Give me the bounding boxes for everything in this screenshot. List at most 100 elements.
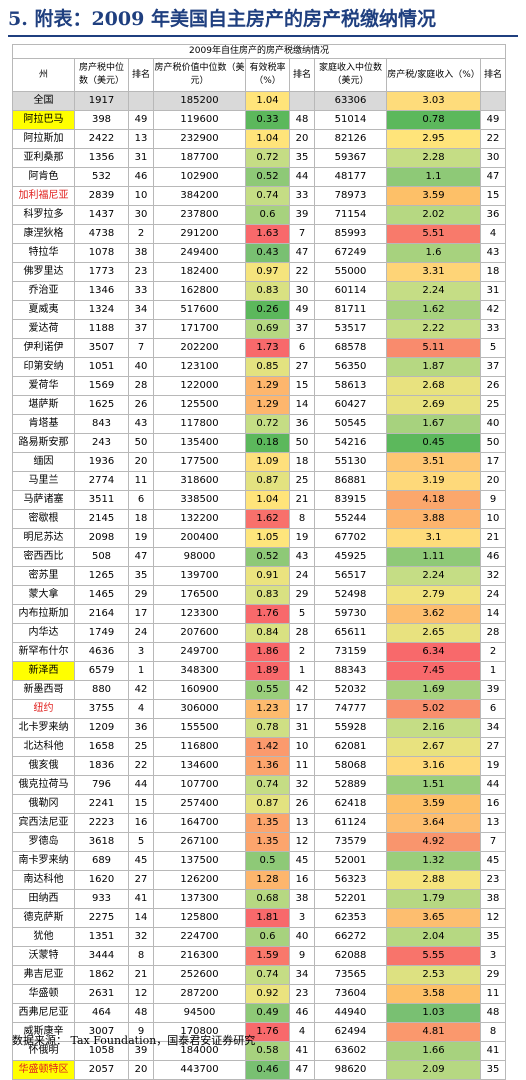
heading-rule bbox=[8, 35, 518, 37]
table-row: 康涅狄格 4738 2 291200 1.63 7 85993 5.51 4 bbox=[12, 224, 506, 244]
rank-ratio: 7 bbox=[480, 832, 506, 852]
state-name: 阿拉巴马 bbox=[12, 110, 75, 130]
rank-tax: 5 bbox=[128, 832, 154, 852]
median-income: 53517 bbox=[314, 319, 387, 339]
rank-ratio: 32 bbox=[480, 566, 506, 586]
header-tax-income-ratio: 房产税/家庭收入（%） bbox=[386, 58, 481, 92]
median-tax: 1356 bbox=[74, 148, 129, 168]
median-income: 59367 bbox=[314, 148, 387, 168]
median-income: 62081 bbox=[314, 737, 387, 757]
state-name: 马里兰 bbox=[12, 471, 75, 491]
tax-income-ratio: 1.51 bbox=[386, 775, 481, 795]
rank-tax: 12 bbox=[128, 984, 154, 1004]
state-name: 特拉华 bbox=[12, 243, 75, 263]
median-value: 122000 bbox=[153, 376, 246, 396]
table-row: 威斯康辛 3007 9 170800 1.76 4 62494 4.81 8 bbox=[12, 1022, 506, 1042]
state-name: 阿拉斯加 bbox=[12, 129, 75, 149]
median-tax: 1936 bbox=[74, 452, 129, 472]
median-tax: 6579 bbox=[74, 661, 129, 681]
median-tax: 2631 bbox=[74, 984, 129, 1004]
rank-ratio: 6 bbox=[480, 699, 506, 719]
state-name: 南卡罗来纳 bbox=[12, 851, 75, 871]
rank-tax: 48 bbox=[128, 1003, 154, 1023]
tax-income-ratio: 2.67 bbox=[386, 737, 481, 757]
rank-tax: 35 bbox=[128, 566, 154, 586]
table-row: 南卡罗来纳 689 45 137500 0.5 45 52001 1.32 45 bbox=[12, 851, 506, 871]
median-value: 176500 bbox=[153, 585, 246, 605]
median-value: 162800 bbox=[153, 281, 246, 301]
effective-rate: 1.86 bbox=[245, 642, 290, 662]
rank-rate: 19 bbox=[289, 528, 315, 548]
median-tax: 1836 bbox=[74, 756, 129, 776]
median-tax: 1625 bbox=[74, 395, 129, 415]
state-name: 南达科他 bbox=[12, 870, 75, 890]
table-row: 亚利桑那 1356 31 187700 0.72 35 59367 2.28 30 bbox=[12, 148, 506, 168]
median-tax: 2275 bbox=[74, 908, 129, 928]
table-row: 路易斯安那 243 50 135400 0.18 50 54216 0.45 50 bbox=[12, 433, 506, 453]
median-income: 81711 bbox=[314, 300, 387, 320]
effective-rate: 1.42 bbox=[245, 737, 290, 757]
tax-income-ratio: 1.6 bbox=[386, 243, 481, 263]
table-row: 俄亥俄 1836 22 134600 1.36 11 58068 3.16 19 bbox=[12, 756, 506, 776]
state-name: 宾西法尼亚 bbox=[12, 813, 75, 833]
median-value: 164700 bbox=[153, 813, 246, 833]
tax-income-ratio: 2.24 bbox=[386, 281, 481, 301]
state-name: 弗吉尼亚 bbox=[12, 965, 75, 985]
rank-ratio: 43 bbox=[480, 243, 506, 263]
rank-ratio: 16 bbox=[480, 794, 506, 814]
table-row: 加利福尼亚 2839 10 384200 0.74 33 78973 3.59 15 bbox=[12, 186, 506, 206]
table-row: 宾西法尼亚 2223 16 164700 1.35 13 61124 3.64 13 bbox=[12, 813, 506, 833]
median-value: 216300 bbox=[153, 946, 246, 966]
table-caption: 2009年自住房产的房产税缴纳情况 bbox=[12, 44, 506, 59]
median-value: 384200 bbox=[153, 186, 246, 206]
state-name: 内华达 bbox=[12, 623, 75, 643]
effective-rate: 0.87 bbox=[245, 794, 290, 814]
state-name: 蒙大拿 bbox=[12, 585, 75, 605]
effective-rate: 0.6 bbox=[245, 927, 290, 947]
median-tax: 2057 bbox=[74, 1060, 129, 1080]
header-median-value: 房产税价值中位数（美元） bbox=[153, 58, 246, 92]
tax-income-ratio: 0.78 bbox=[386, 110, 481, 130]
effective-rate: 0.52 bbox=[245, 547, 290, 567]
effective-rate: 1.59 bbox=[245, 946, 290, 966]
rank-rate: 6 bbox=[289, 338, 315, 358]
median-value: 177500 bbox=[153, 452, 246, 472]
rank-ratio: 24 bbox=[480, 585, 506, 605]
rank-ratio: 46 bbox=[480, 547, 506, 567]
median-income: 52001 bbox=[314, 851, 387, 871]
median-income: 62353 bbox=[314, 908, 387, 928]
median-tax: 1324 bbox=[74, 300, 129, 320]
rank-rate: 34 bbox=[289, 965, 315, 985]
median-value: 249700 bbox=[153, 642, 246, 662]
median-income: 73159 bbox=[314, 642, 387, 662]
table-row: 密西西比 508 47 98000 0.52 43 45925 1.11 46 bbox=[12, 547, 506, 567]
table-row: 乔治亚 1346 33 162800 0.83 30 60114 2.24 31 bbox=[12, 281, 506, 301]
median-tax: 2422 bbox=[74, 129, 129, 149]
median-income: 44940 bbox=[314, 1003, 387, 1023]
median-income: 62494 bbox=[314, 1022, 387, 1042]
table-row: 阿拉斯加 2422 13 232900 1.04 20 82126 2.95 22 bbox=[12, 129, 506, 149]
table-row: 阿肯色 532 46 102900 0.52 44 48177 1.1 47 bbox=[12, 167, 506, 187]
median-tax: 2839 bbox=[74, 186, 129, 206]
tax-income-ratio: 2.24 bbox=[386, 566, 481, 586]
median-income: 85993 bbox=[314, 224, 387, 244]
rank-ratio: 30 bbox=[480, 148, 506, 168]
median-income: 74777 bbox=[314, 699, 387, 719]
median-value: 517600 bbox=[153, 300, 246, 320]
median-income: 73565 bbox=[314, 965, 387, 985]
state-name: 夏威夷 bbox=[12, 300, 75, 320]
tax-income-ratio: 3.51 bbox=[386, 452, 481, 472]
median-tax: 1209 bbox=[74, 718, 129, 738]
rank-tax: 34 bbox=[128, 300, 154, 320]
median-income: 67702 bbox=[314, 528, 387, 548]
table-row: 北达科他 1658 25 116800 1.42 10 62081 2.67 27 bbox=[12, 737, 506, 757]
median-income: 62418 bbox=[314, 794, 387, 814]
rank-ratio: 50 bbox=[480, 433, 506, 453]
median-income: 50545 bbox=[314, 414, 387, 434]
table-row: 沃蒙特 3444 8 216300 1.59 9 62088 5.55 3 bbox=[12, 946, 506, 966]
table-row: 华盛顿 2631 12 287200 0.92 23 73604 3.58 11 bbox=[12, 984, 506, 1004]
state-name: 康涅狄格 bbox=[12, 224, 75, 244]
tax-income-ratio: 3.19 bbox=[386, 471, 481, 491]
table-row: 爱荷华 1569 28 122000 1.29 15 58613 2.68 26 bbox=[12, 376, 506, 396]
tax-income-ratio: 3.59 bbox=[386, 186, 481, 206]
